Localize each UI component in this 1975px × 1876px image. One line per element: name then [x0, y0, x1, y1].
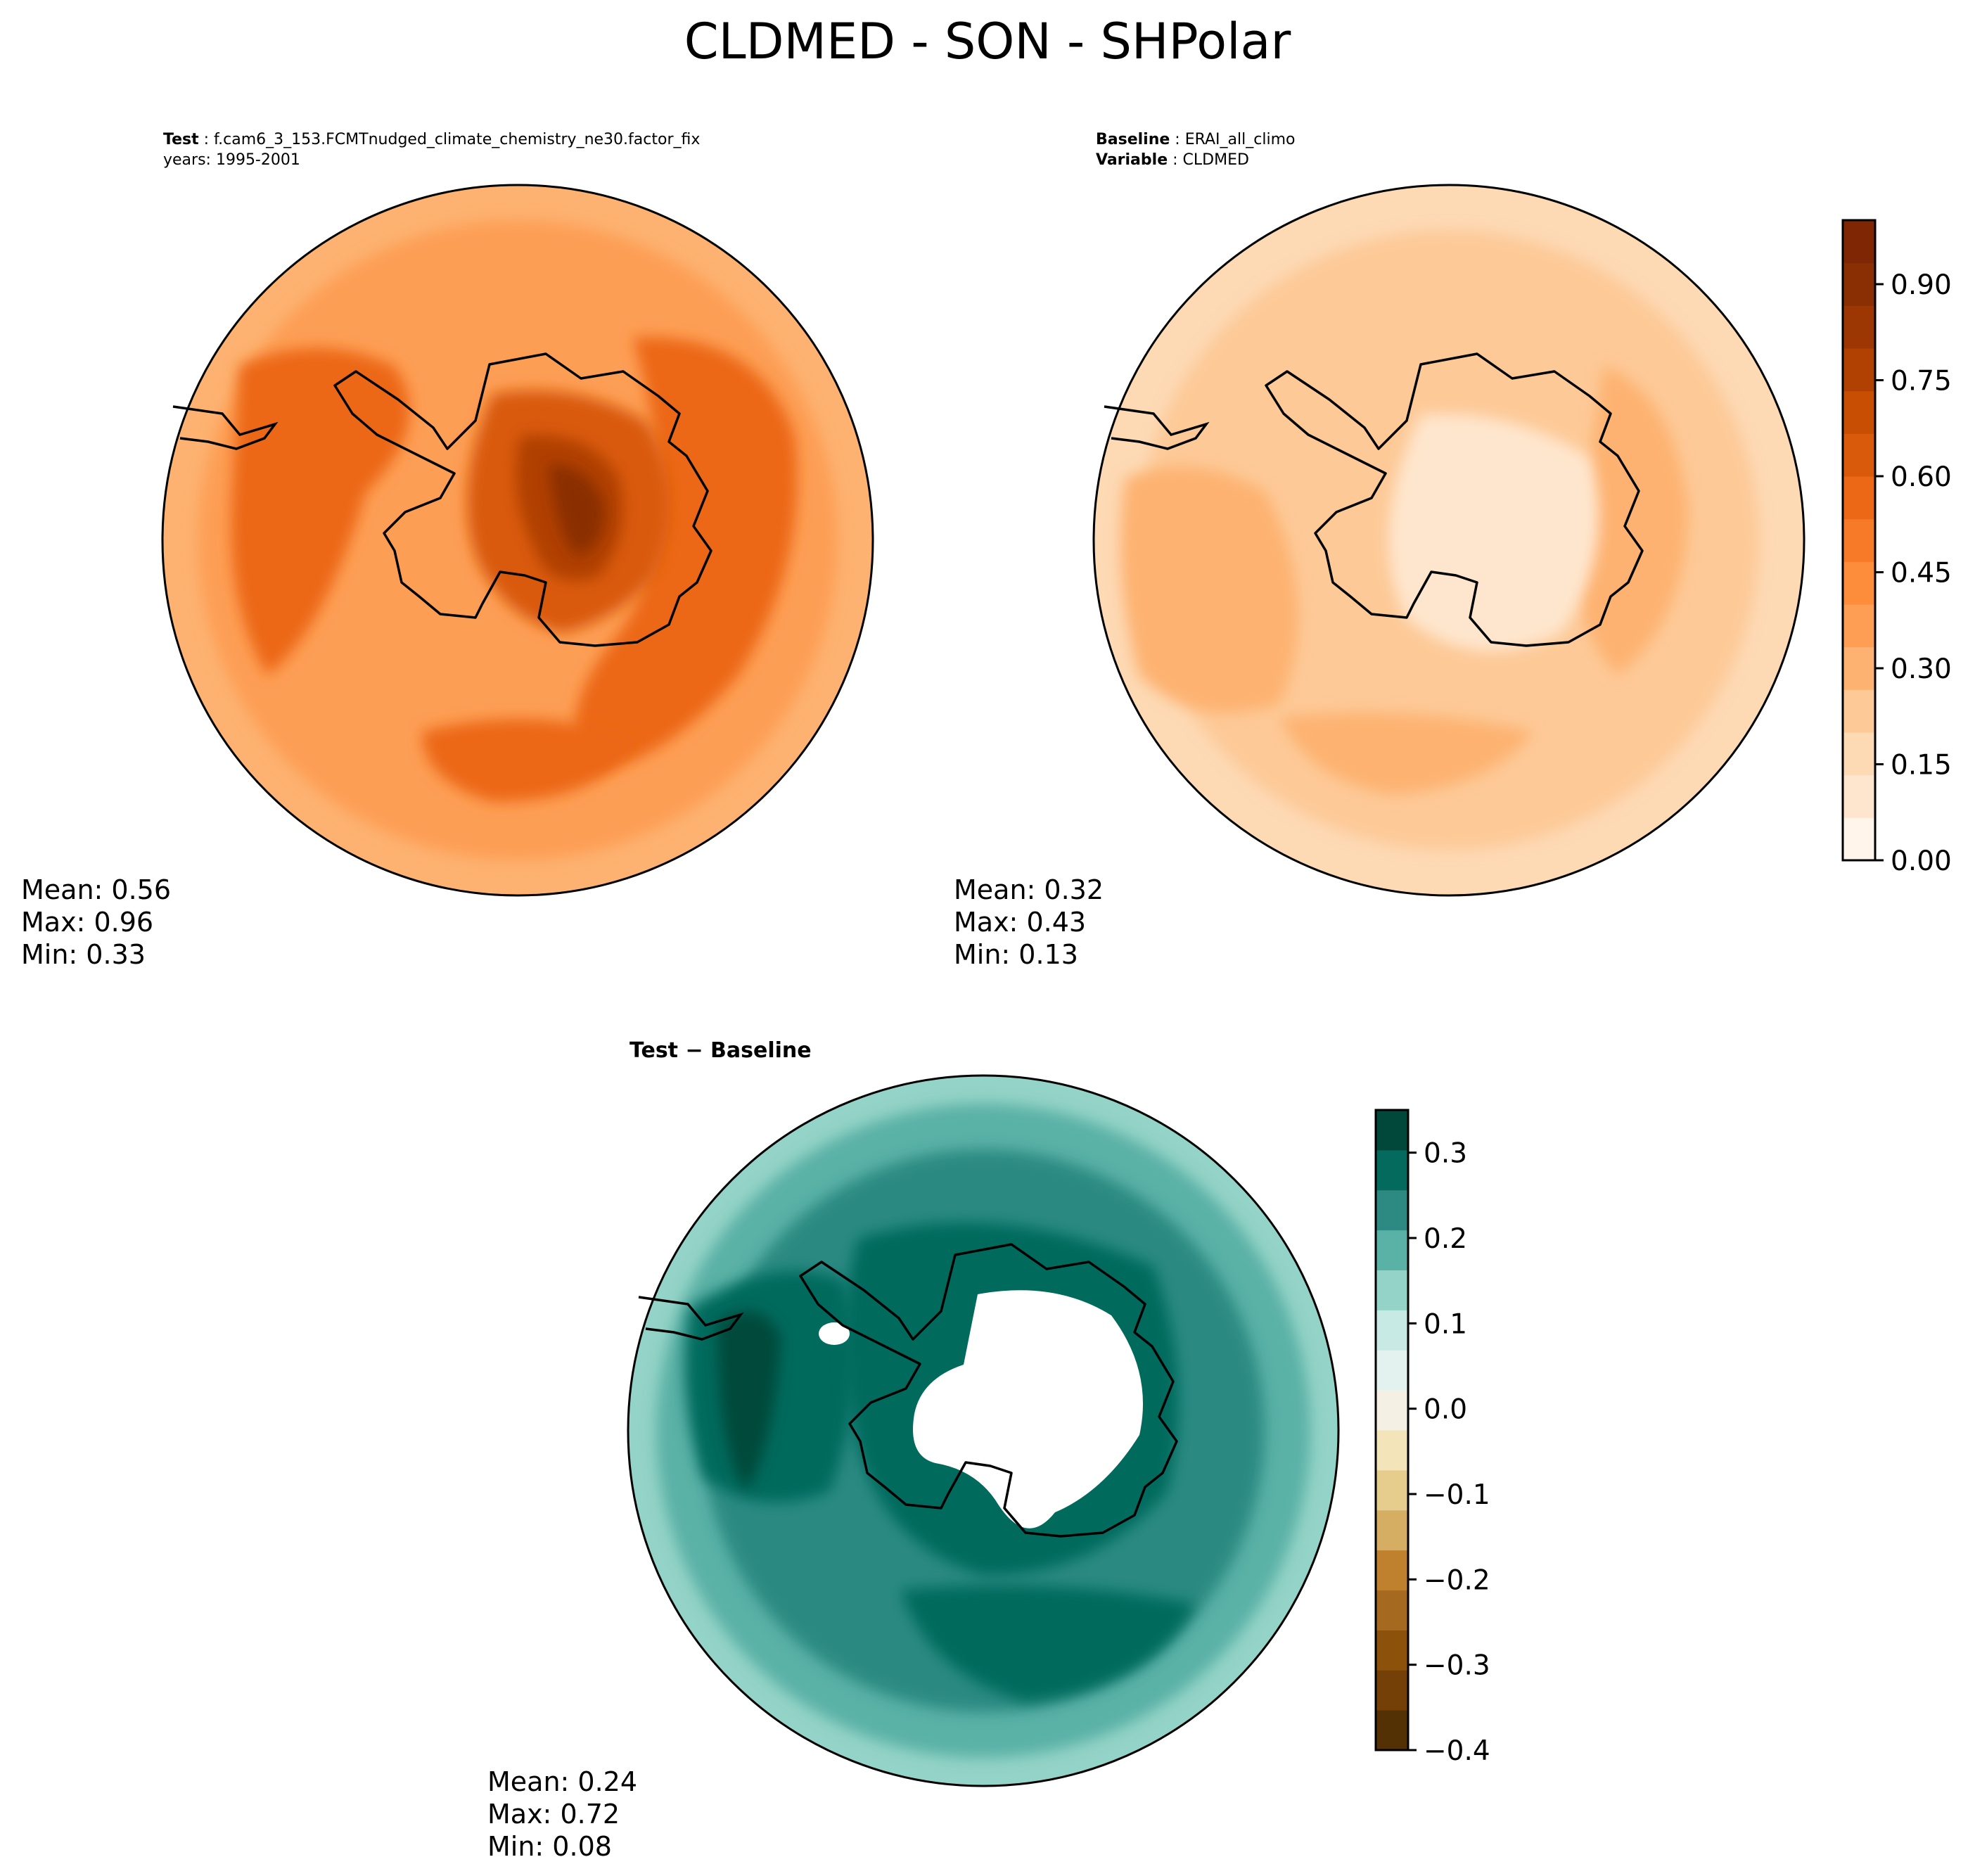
diff-colorbar-segment: [1376, 1110, 1408, 1151]
main-colorbar-segment: [1843, 305, 1875, 349]
diff-colorbar: 0.3 0.2 0.1 0.0 −0.1 −0.2 −0.3 −0.4: [1374, 1109, 1490, 1767]
test-map-boundary: [161, 184, 874, 897]
diff-map-boundary: [627, 1074, 1340, 1787]
diff-colorbar-tick-label: −0.3: [1424, 1650, 1490, 1682]
main-colorbar-tick-label: 0.15: [1891, 750, 1952, 781]
diff-antarctica-south-america-outline: [638, 1296, 744, 1341]
main-colorbar-tick-label: 0.00: [1891, 846, 1952, 877]
diff-colorbar-tick-label: −0.4: [1424, 1735, 1490, 1767]
main-colorbar-segment: [1843, 220, 1875, 264]
diff-colorbar-tick-label: 0.0: [1424, 1394, 1467, 1426]
main-colorbar-segment: [1843, 732, 1875, 776]
test-min: Min: 0.33: [21, 939, 146, 970]
variable-name: CLDMED: [1182, 151, 1249, 169]
baseline-max: Max: 0.43: [954, 907, 1087, 938]
test-contour-band: [231, 348, 410, 675]
baseline-contour-band: [1280, 713, 1533, 795]
baseline-contour-band: [1576, 366, 1688, 675]
diff-colorbar-segment: [1376, 1430, 1408, 1471]
baseline-map-boundary: [1092, 184, 1805, 897]
diff-mean: Mean: 0.24: [487, 1766, 638, 1797]
baseline-min: Min: 0.13: [954, 939, 1078, 970]
main-colorbar-tick-label: 0.60: [1891, 461, 1952, 493]
baseline-contour-band: [1120, 467, 1298, 713]
main-colorbar-frame: [1841, 219, 1877, 862]
baseline-mean: Mean: 0.32: [954, 874, 1104, 905]
diff-colorbar-segment: [1376, 1670, 1408, 1711]
test-contour-band: [549, 464, 605, 556]
test-max: Max: 0.96: [21, 907, 154, 938]
main-colorbar-segment: [1843, 390, 1875, 434]
main-colorbar-segment: [1843, 774, 1875, 818]
diff-colorbar-segment: [1376, 1590, 1408, 1631]
diff-colorbar-segment: [1376, 1189, 1408, 1231]
diff-contour-band: [717, 1311, 781, 1491]
diff-colorbar-segment: [1376, 1390, 1408, 1431]
diff-colorbar-segment: [1376, 1630, 1408, 1671]
diff-contour-band: [900, 1585, 1196, 1702]
test-stats: Mean: 0.56 Max: 0.96 Min: 0.33: [21, 874, 171, 971]
test-antarctica-coastline: [333, 352, 712, 647]
diff-colorbar-segment: [1376, 1270, 1408, 1310]
test-label-key: Test: [163, 131, 199, 148]
diff-stats: Mean: 0.24 Max: 0.72 Min: 0.08: [487, 1766, 637, 1863]
main-colorbar-segment: [1843, 518, 1875, 562]
diff-colorbar-tick-label: −0.1: [1424, 1479, 1490, 1511]
main-colorbar: 0.00 0.15 0.30 0.45 0.60 0.75 0.90: [1841, 219, 1952, 877]
baseline-case-name: ERAI_all_climo: [1184, 131, 1296, 148]
diff-max: Max: 0.72: [487, 1799, 620, 1830]
baseline-antarctica-coastline: [1265, 352, 1644, 647]
figure-title: CLDMED - SON - SHPolar: [684, 13, 1291, 70]
baseline-label-key: Baseline: [1096, 131, 1170, 148]
diff-contour-band: [819, 1322, 850, 1345]
main-colorbar-segment: [1843, 476, 1875, 520]
main-colorbar-tick-label: 0.75: [1891, 366, 1952, 397]
main-colorbar-segment: [1843, 433, 1875, 477]
main-colorbar-segment: [1843, 604, 1875, 648]
diff-colorbar-segment: [1376, 1149, 1408, 1191]
diff-colorbar-segment: [1376, 1510, 1408, 1551]
diff-colorbar-segment: [1376, 1469, 1408, 1511]
diff-title: Test − Baseline: [629, 1038, 812, 1063]
diff-colorbar-tick-label: 0.2: [1424, 1223, 1467, 1255]
diff-colorbar-tick-label: 0.3: [1424, 1138, 1467, 1170]
diff-colorbar-frame: [1374, 1109, 1410, 1751]
main-colorbar-tick-label: 0.90: [1891, 269, 1952, 301]
main-colorbar-segment: [1843, 689, 1875, 733]
diff-antarctica-coastline: [799, 1243, 1178, 1538]
diff-colorbar-segment: [1376, 1310, 1408, 1351]
main-colorbar-tick-label: 0.45: [1891, 558, 1952, 589]
test-header: Test : f.cam6_3_153.FCMTnudged_climate_c…: [163, 131, 701, 169]
test-contour-band: [575, 337, 798, 774]
main-colorbar-segment: [1843, 646, 1875, 690]
diff-map: [628, 1076, 1338, 1786]
diff-colorbar-segment: [1376, 1350, 1408, 1391]
diff-colorbar-tick-label: −0.2: [1424, 1564, 1490, 1596]
baseline-header: Baseline : ERAI_all_climo Variable : CLD…: [1096, 131, 1296, 169]
test-years: years: 1995-2001: [163, 151, 300, 169]
diff-colorbar-segment: [1376, 1710, 1408, 1751]
diff-colorbar-segment: [1376, 1550, 1408, 1590]
baseline-map: [1094, 185, 1804, 895]
diff-contour-band: [913, 1290, 1143, 1529]
baseline-antarctica-south-america-outline: [1104, 405, 1210, 450]
test-map: [162, 185, 873, 895]
main-colorbar-segment: [1843, 348, 1875, 392]
baseline-contour-band: [1388, 414, 1599, 651]
test-mean: Mean: 0.56: [21, 874, 172, 905]
diff-min: Min: 0.08: [487, 1831, 612, 1862]
baseline-stats: Mean: 0.32 Max: 0.43 Min: 0.13: [954, 874, 1104, 971]
test-contour-band: [422, 719, 633, 802]
variable-label-key: Variable: [1096, 151, 1168, 169]
test-case-name: f.cam6_3_153.FCMTnudged_climate_chemistr…: [214, 131, 701, 148]
diff-colorbar-segment: [1376, 1230, 1408, 1270]
main-colorbar-tick-label: 0.30: [1891, 653, 1952, 685]
test-antarctica-south-america-outline: [172, 405, 279, 450]
main-colorbar-segment: [1843, 561, 1875, 605]
diff-colorbar-tick-label: 0.1: [1424, 1308, 1467, 1340]
main-colorbar-segment: [1843, 262, 1875, 306]
main-colorbar-segment: [1843, 817, 1875, 861]
